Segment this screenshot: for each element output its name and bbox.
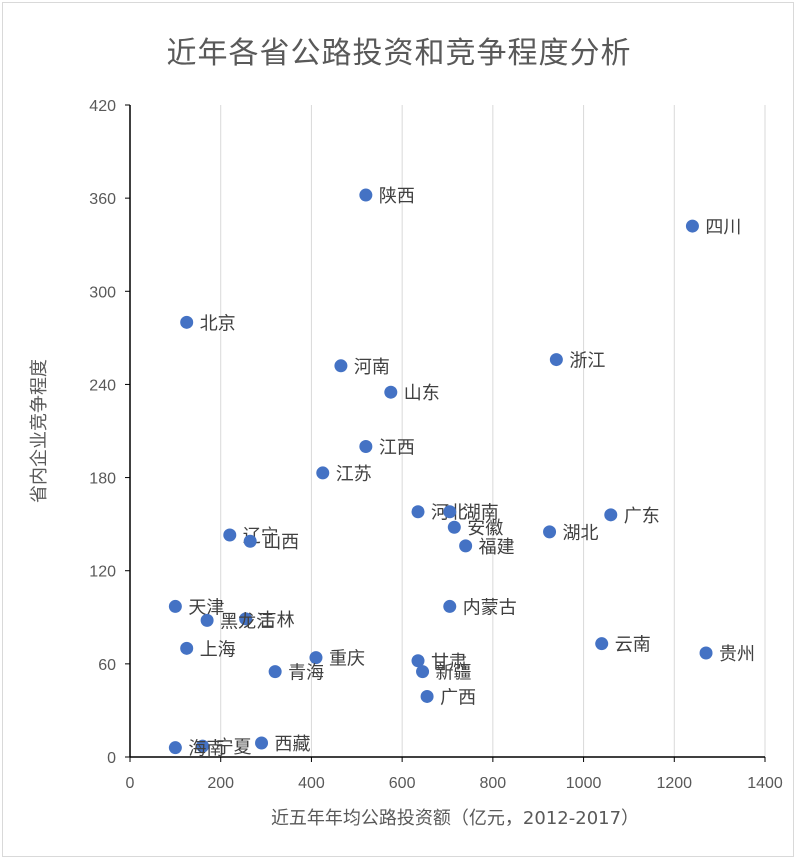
data-point xyxy=(196,739,210,753)
data-point xyxy=(268,665,282,679)
data-point xyxy=(543,525,557,539)
y-tick-label: 0 xyxy=(107,750,116,767)
data-point xyxy=(223,528,237,542)
x-tick-label: 0 xyxy=(126,775,135,792)
data-label: 山东 xyxy=(404,383,440,404)
data-label: 甘肃 xyxy=(431,652,467,673)
data-point xyxy=(411,505,425,519)
chart-title: 近年各省公路投资和竞争程度分析 xyxy=(166,36,632,71)
data-point xyxy=(549,353,563,367)
x-tick-label: 1200 xyxy=(656,775,692,792)
data-point xyxy=(255,736,269,750)
data-point xyxy=(384,385,398,399)
data-point xyxy=(168,741,182,755)
data-point xyxy=(180,641,194,655)
data-label: 贵州 xyxy=(719,644,755,665)
data-label: 福建 xyxy=(479,537,515,558)
x-tick-label: 400 xyxy=(298,775,325,792)
data-point xyxy=(443,599,457,613)
data-label: 陕西 xyxy=(379,186,415,207)
data-label: 四川 xyxy=(705,217,741,238)
data-label: 青海 xyxy=(288,663,324,684)
data-point xyxy=(443,505,457,519)
data-point xyxy=(595,637,609,651)
data-label: 上海 xyxy=(200,639,236,660)
data-point xyxy=(416,665,430,679)
data-point xyxy=(359,440,373,454)
data-label: 浙江 xyxy=(569,351,605,372)
data-point xyxy=(685,219,699,233)
data-point xyxy=(168,599,182,613)
data-label: 河南 xyxy=(354,357,390,378)
y-tick-label: 300 xyxy=(89,284,116,301)
x-tick-label: 800 xyxy=(480,775,507,792)
y-tick-label: 180 xyxy=(89,471,116,488)
data-label: 安徽 xyxy=(467,518,503,539)
data-label: 天津 xyxy=(188,597,224,618)
data-point xyxy=(447,520,461,534)
data-point xyxy=(200,613,214,627)
x-tick-label: 200 xyxy=(207,775,234,792)
x-tick-label: 1000 xyxy=(566,775,602,792)
data-label: 云南 xyxy=(615,635,651,656)
data-point xyxy=(459,539,473,553)
data-label: 广西 xyxy=(440,687,476,708)
data-label: 重庆 xyxy=(329,649,365,670)
data-point xyxy=(420,689,434,703)
y-tick-label: 420 xyxy=(89,98,116,115)
data-label: 北京 xyxy=(200,313,236,334)
data-point xyxy=(243,534,257,548)
y-tick-label: 120 xyxy=(89,564,116,581)
y-tick-label: 60 xyxy=(98,657,116,674)
data-point xyxy=(359,188,373,202)
data-label: 宁夏 xyxy=(216,737,252,758)
data-label: 西藏 xyxy=(275,734,311,755)
x-tick-label: 1400 xyxy=(747,775,783,792)
data-point xyxy=(604,508,618,522)
data-label: 黑龙江 xyxy=(220,611,274,632)
data-label: 海南 xyxy=(188,739,224,760)
data-point xyxy=(316,466,330,480)
data-point xyxy=(699,646,713,660)
data-label: 湖南 xyxy=(463,503,499,524)
data-label: 广东 xyxy=(624,506,660,527)
data-label: 湖北 xyxy=(563,523,599,544)
data-point xyxy=(180,315,194,329)
y-tick-label: 360 xyxy=(89,191,116,208)
data-label: 江苏 xyxy=(336,464,372,485)
data-point xyxy=(239,612,253,626)
data-label: 江西 xyxy=(379,438,415,459)
data-point xyxy=(334,359,348,373)
data-label: 山西 xyxy=(263,532,299,553)
y-tick-label: 240 xyxy=(89,377,116,394)
data-point xyxy=(309,651,323,665)
data-label: 吉林 xyxy=(259,610,295,631)
x-axis-title: 近五年年均公路投资额（亿元，2012-2017） xyxy=(270,808,640,829)
data-label: 新疆 xyxy=(436,663,472,684)
data-label: 内蒙古 xyxy=(463,597,517,618)
data-point xyxy=(411,654,425,668)
x-tick-label: 600 xyxy=(389,775,416,792)
